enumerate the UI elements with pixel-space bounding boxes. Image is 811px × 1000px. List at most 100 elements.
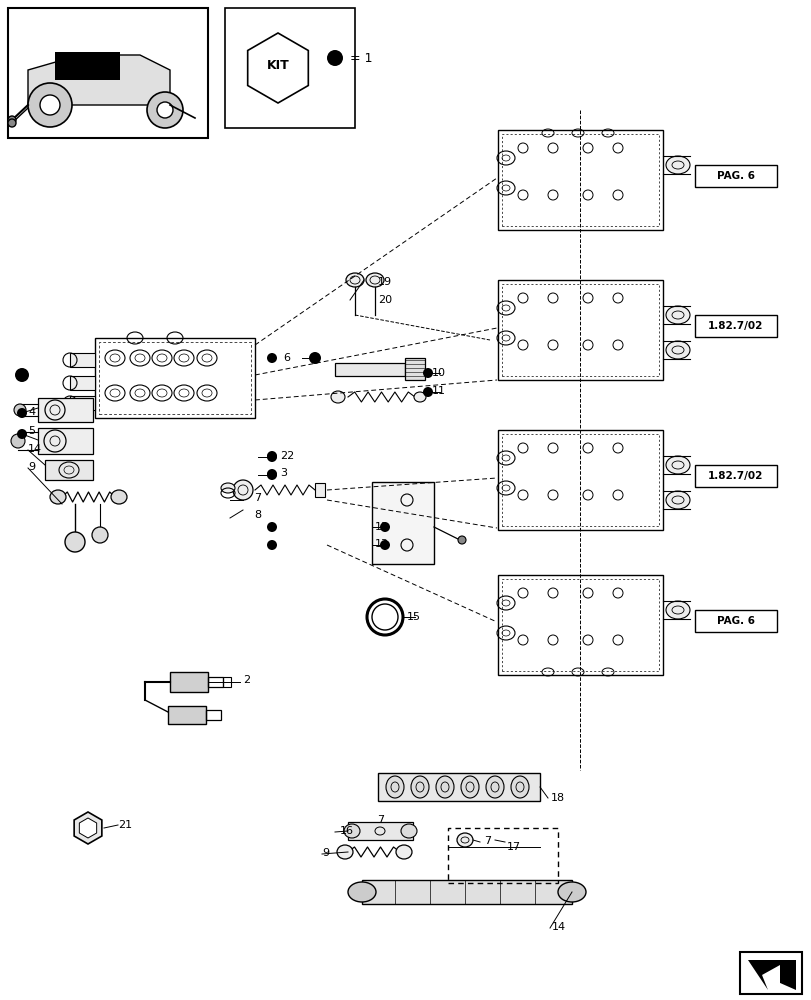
Text: 1.82.7/02: 1.82.7/02 (707, 321, 763, 331)
Ellipse shape (401, 824, 417, 838)
Bar (378, 773, 539, 801)
Text: 21: 21 (118, 820, 132, 830)
Text: KIT: KIT (266, 59, 289, 72)
Circle shape (267, 540, 277, 550)
Polygon shape (79, 818, 97, 838)
Bar (8, 8, 208, 138)
Text: 17: 17 (506, 842, 521, 852)
Polygon shape (247, 33, 308, 103)
Text: 11: 11 (431, 386, 445, 396)
Text: 14: 14 (28, 444, 42, 454)
Text: 9: 9 (28, 462, 35, 472)
Bar (169, 672, 208, 692)
Ellipse shape (665, 156, 689, 174)
Text: 22: 22 (280, 451, 294, 461)
Bar (501, 134, 659, 226)
Ellipse shape (457, 833, 473, 847)
Text: 7: 7 (376, 815, 384, 825)
Bar (315, 483, 324, 497)
Text: 15: 15 (406, 612, 420, 622)
Ellipse shape (331, 391, 345, 403)
Ellipse shape (665, 306, 689, 324)
Circle shape (267, 522, 277, 532)
Circle shape (17, 408, 27, 418)
Circle shape (267, 452, 277, 462)
Bar (497, 130, 663, 230)
Circle shape (380, 522, 389, 532)
Circle shape (8, 116, 16, 124)
Circle shape (28, 83, 72, 127)
Circle shape (8, 119, 16, 127)
Ellipse shape (461, 776, 478, 798)
Circle shape (233, 480, 253, 500)
Bar (348, 822, 413, 840)
Ellipse shape (486, 776, 504, 798)
Ellipse shape (385, 776, 404, 798)
Ellipse shape (665, 491, 689, 509)
Polygon shape (761, 965, 779, 988)
Bar (694, 165, 776, 187)
Bar (497, 575, 663, 675)
Text: PAG. 6: PAG. 6 (716, 616, 754, 626)
Bar (223, 677, 230, 687)
Bar (45, 460, 93, 480)
Bar (497, 280, 663, 380)
Bar (38, 398, 93, 422)
Bar (208, 677, 223, 687)
Ellipse shape (410, 776, 428, 798)
Ellipse shape (337, 845, 353, 859)
Bar (225, 8, 354, 128)
Bar (168, 706, 206, 724)
Bar (70, 376, 95, 390)
Circle shape (65, 532, 85, 552)
Text: 7: 7 (483, 836, 491, 846)
Text: 3: 3 (280, 468, 286, 478)
Text: 6: 6 (283, 353, 290, 363)
Circle shape (15, 368, 29, 382)
Bar (335, 363, 405, 376)
Bar (206, 710, 221, 720)
Text: 9: 9 (322, 848, 328, 858)
Ellipse shape (50, 490, 66, 504)
Circle shape (423, 387, 432, 397)
Text: 12: 12 (375, 522, 388, 532)
Ellipse shape (366, 273, 384, 287)
Bar (70, 396, 95, 410)
Ellipse shape (665, 601, 689, 619)
Text: 13: 13 (375, 539, 388, 549)
Text: 1.82.7/02: 1.82.7/02 (707, 471, 763, 481)
Bar (405, 358, 424, 380)
Text: 20: 20 (378, 295, 392, 305)
Ellipse shape (414, 392, 426, 402)
Bar (371, 482, 433, 564)
Polygon shape (28, 55, 169, 105)
Ellipse shape (111, 490, 127, 504)
Circle shape (267, 470, 277, 480)
Bar (694, 315, 776, 337)
Circle shape (147, 92, 182, 128)
Bar (501, 434, 659, 526)
Text: 19: 19 (378, 277, 392, 287)
Text: 14: 14 (551, 922, 565, 932)
Bar (99, 342, 251, 414)
Text: 8: 8 (254, 510, 261, 520)
Ellipse shape (510, 776, 528, 798)
Circle shape (309, 352, 320, 364)
Ellipse shape (665, 341, 689, 359)
Circle shape (40, 95, 60, 115)
Ellipse shape (396, 845, 411, 859)
Ellipse shape (348, 882, 375, 902)
Bar (694, 610, 776, 632)
Circle shape (157, 102, 173, 118)
Text: 2: 2 (242, 675, 250, 685)
Bar (95, 338, 255, 418)
Ellipse shape (557, 882, 586, 902)
Circle shape (457, 536, 466, 544)
Ellipse shape (436, 776, 453, 798)
Bar (497, 430, 663, 530)
Ellipse shape (345, 273, 363, 287)
Ellipse shape (665, 456, 689, 474)
Circle shape (267, 451, 277, 461)
Circle shape (92, 527, 108, 543)
Bar (362, 880, 571, 904)
